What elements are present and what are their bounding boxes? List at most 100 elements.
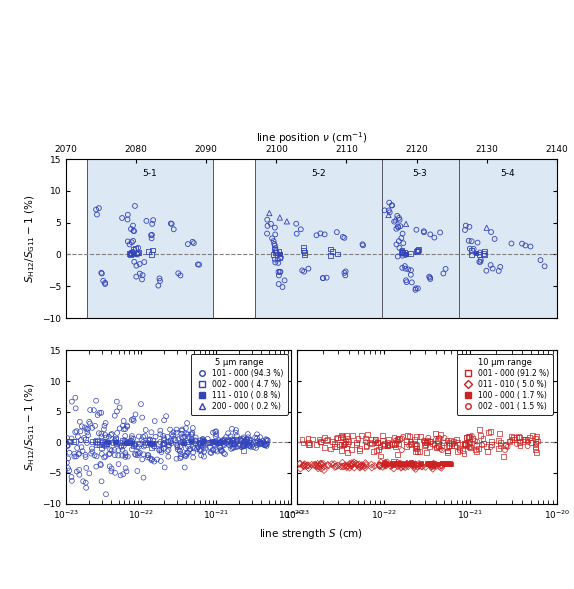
Point [338, 232, 347, 241]
Point [255, 432, 265, 442]
Point [215, 438, 224, 448]
Point [189, 448, 198, 457]
Point [243, 429, 253, 439]
Point [512, 439, 521, 449]
Point [208, 428, 218, 437]
Point [99, 425, 108, 434]
Point [76, 435, 86, 445]
Point [341, 267, 350, 276]
Point [176, 438, 185, 447]
Point [260, 441, 269, 450]
Point [201, 444, 210, 453]
Point [196, 436, 205, 445]
Point [506, 436, 515, 446]
Point [96, 459, 105, 469]
Point [528, 431, 537, 440]
Point [316, 459, 325, 469]
Point [110, 451, 119, 460]
Point [445, 459, 454, 469]
Point [314, 461, 323, 471]
Point [393, 211, 402, 220]
Point [245, 441, 254, 451]
Text: 5-1: 5-1 [143, 168, 157, 177]
Point [126, 250, 135, 259]
Point [420, 227, 429, 237]
Point [398, 432, 408, 442]
Point [336, 433, 345, 442]
Point [247, 438, 256, 448]
Point [255, 440, 265, 449]
Point [309, 460, 319, 469]
Point [81, 452, 90, 462]
Point [97, 269, 106, 278]
Point [130, 257, 139, 266]
Point [217, 437, 226, 446]
Point [195, 438, 204, 447]
Point [65, 448, 74, 458]
Point [462, 433, 471, 442]
Point [243, 435, 252, 444]
Point [412, 441, 421, 450]
Point [159, 444, 168, 454]
Point [385, 439, 394, 449]
Point [426, 460, 436, 469]
Point [219, 448, 228, 458]
Point [251, 443, 261, 452]
Point [355, 444, 364, 454]
Point [319, 462, 328, 471]
Point [345, 459, 354, 469]
Point [127, 438, 136, 447]
Point [476, 431, 485, 441]
Point [88, 437, 97, 446]
Point [73, 432, 83, 441]
Point [210, 438, 219, 447]
Point [143, 451, 152, 460]
Point [362, 460, 371, 469]
Point [245, 438, 254, 447]
Point [272, 246, 281, 256]
Point [433, 459, 442, 469]
Point [403, 431, 412, 440]
Point [439, 459, 448, 468]
Point [429, 461, 439, 470]
Point [262, 229, 272, 239]
Point [105, 449, 114, 458]
Point [374, 445, 383, 454]
Point [521, 241, 530, 250]
Point [197, 439, 207, 448]
Point [503, 442, 512, 452]
Point [100, 279, 110, 289]
Point [179, 433, 188, 442]
Point [421, 462, 430, 472]
Point [416, 459, 425, 468]
Point [424, 460, 433, 469]
Point [156, 437, 165, 446]
Point [121, 464, 130, 473]
Point [239, 438, 249, 448]
Point [431, 435, 440, 444]
Point [400, 462, 409, 471]
Point [312, 230, 321, 240]
Point [300, 247, 309, 257]
Point [398, 249, 407, 259]
Point [200, 447, 209, 456]
Point [382, 461, 391, 470]
Point [164, 441, 173, 451]
Point [329, 442, 339, 452]
Point [370, 461, 379, 471]
Point [82, 463, 91, 472]
Point [389, 457, 398, 466]
Point [336, 462, 346, 471]
Point [362, 441, 371, 451]
Point [472, 446, 482, 456]
Point [174, 269, 183, 278]
Point [62, 458, 71, 468]
Point [510, 435, 519, 444]
Point [97, 268, 106, 277]
Point [165, 441, 174, 450]
Point [123, 237, 133, 246]
Point [479, 439, 488, 448]
Point [419, 436, 428, 445]
Point [382, 459, 391, 468]
Point [70, 452, 79, 461]
